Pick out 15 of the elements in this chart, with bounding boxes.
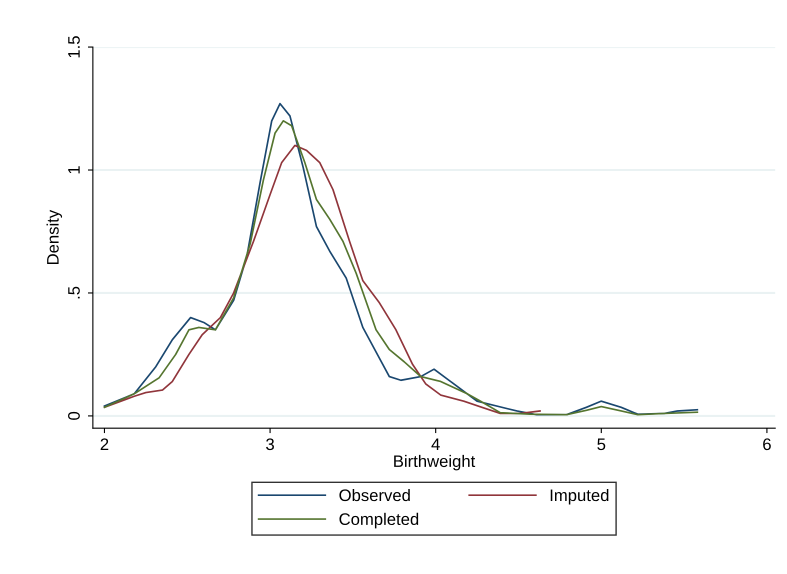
line-series: [104, 144, 541, 414]
x-tick-label: 3: [266, 438, 274, 450]
legend-label: Completed: [339, 512, 418, 528]
legend-label: Observed: [339, 488, 410, 502]
y-tick-label: 1.5: [68, 36, 80, 58]
x-tick-label: 2: [100, 438, 108, 450]
y-tick-label: 1: [68, 166, 80, 174]
x-axis-title: Birthweight: [394, 454, 476, 470]
x-tick-label: 4: [431, 438, 440, 450]
y-axis-title: Density: [46, 210, 62, 264]
legend-label: Imputed: [550, 488, 608, 504]
x-tick-label: 6: [763, 438, 771, 450]
y-tick-label: 0: [68, 412, 80, 420]
y-tick-label: .5: [68, 286, 80, 298]
x-tick-label: 5: [597, 438, 606, 450]
